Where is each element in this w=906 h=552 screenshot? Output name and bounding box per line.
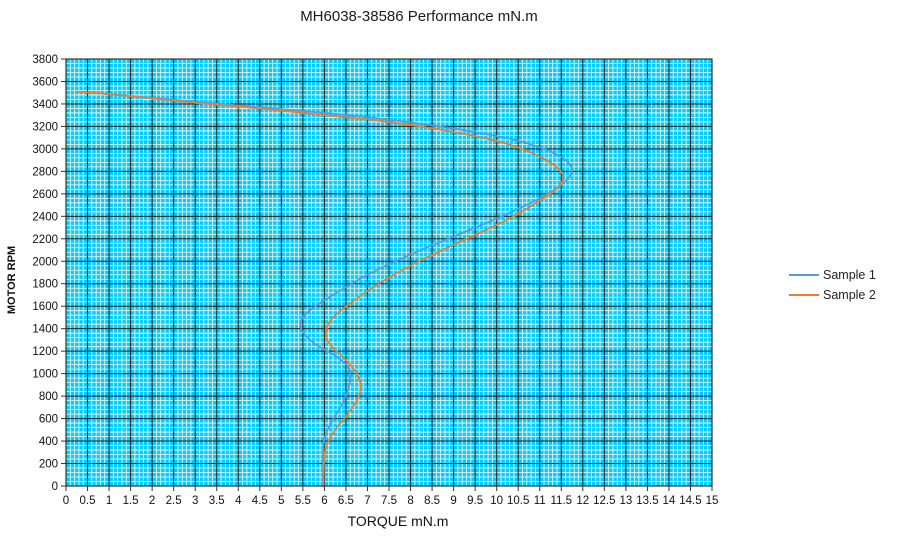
y-tick-label: 3800 [32,54,58,66]
x-tick-label: 0 [63,495,69,507]
x-tick-label: 2.5 [166,495,182,507]
x-tick-label: 8 [407,495,413,507]
x-tick-label: 12.5 [593,495,615,507]
x-tick-label: 11.5 [551,495,573,507]
x-tick-label: 7 [364,495,370,507]
x-tick-label: 6 [321,495,327,507]
y-tick-label: 2000 [32,256,58,268]
y-tick-label: 400 [39,436,58,448]
x-tick-label: 10.5 [507,495,529,507]
y-axis-ticks: 0 200 400 600 800 1000 1200 1400 1600 1800 2000 220… [32,54,66,493]
x-tick-label: 14 [663,495,676,507]
y-tick-label: 3600 [32,76,58,88]
x-axis-label: TORQUE mN.m [348,513,449,529]
y-tick-label: 2800 [32,166,58,178]
x-tick-label: 11 [534,495,546,507]
x-tick-label: 5 [278,495,284,507]
y-tick-label: 800 [39,391,58,403]
x-tick-label: 6.5 [338,495,354,507]
series-line-sample-1 [75,90,574,487]
x-tick-label: 9.5 [467,495,483,507]
x-tick-label: 1.5 [123,495,139,507]
x-tick-label: 2 [149,495,155,507]
y-tick-label: 3400 [32,99,58,111]
x-tick-label: 5.5 [295,495,311,507]
x-tick-label: 4 [235,495,242,507]
x-tick-label: 9 [450,495,456,507]
series-line-sample-2 [75,90,565,487]
x-tick-label: 10 [490,495,503,507]
x-tick-label: 13.5 [636,495,658,507]
y-tick-label: 0 [52,481,58,493]
y-tick-label: 3000 [32,144,58,156]
y-tick-label: 1200 [32,346,58,358]
y-tick-label: 2400 [32,211,58,223]
legend: Sample 1 Sample 2 [789,268,876,302]
x-tick-label: 0.5 [80,495,96,507]
x-tick-label: 14.5 [679,495,701,507]
x-tick-label: 1 [106,495,112,507]
y-tick-label: 1800 [32,279,58,291]
x-axis-ticks: 0 0.5 1 1.5 2 2.5 3 3.5 4 4.5 5 5.5 6 6.5 7 7.5 8 8.5 9 9.5… [63,486,719,507]
y-tick-label: 600 [39,414,58,426]
x-tick-label: 7.5 [381,495,397,507]
x-tick-label: 8.5 [424,495,440,507]
x-tick-label: 15 [706,495,719,507]
x-tick-label: 4.5 [252,495,268,507]
y-tick-label: 2200 [32,234,58,246]
legend-label-sample-1: Sample 1 [823,268,876,282]
y-tick-label: 1600 [32,301,58,313]
y-tick-label: 200 [39,459,58,471]
legend-label-sample-2: Sample 2 [823,288,876,302]
y-tick-label: 1400 [32,324,58,336]
y-tick-label: 2600 [32,189,58,201]
chart-title: MH6038-38586 Performance mN.m [300,8,538,25]
y-tick-label: 1000 [32,369,58,381]
y-tick-label: 3200 [32,121,58,133]
x-tick-label: 3.5 [209,495,225,507]
x-tick-label: 3 [192,495,198,507]
x-tick-label: 13 [619,495,632,507]
series-layer [75,90,574,487]
x-tick-label: 12 [576,495,589,507]
y-axis-label: MOTOR RPM [6,246,18,314]
